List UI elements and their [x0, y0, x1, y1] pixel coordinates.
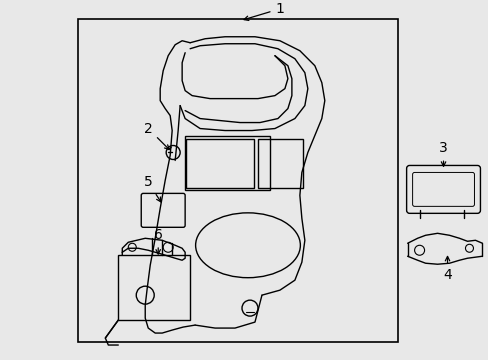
Text: 2: 2: [143, 122, 169, 149]
Bar: [78, 19, 397, 342]
Bar: [185, 135, 269, 190]
Bar: [258, 139, 302, 188]
Bar: [118, 255, 190, 320]
Text: 4: 4: [442, 256, 451, 282]
Text: 5: 5: [143, 175, 161, 202]
Text: 3: 3: [438, 141, 447, 166]
Text: 6: 6: [153, 228, 163, 254]
Text: 1: 1: [244, 2, 284, 21]
Bar: [186, 139, 253, 188]
